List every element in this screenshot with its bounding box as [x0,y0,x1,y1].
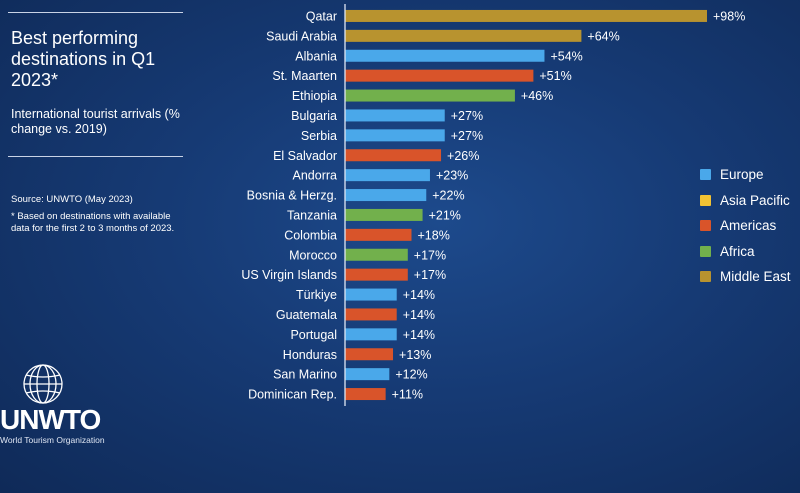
category-label: El Salvador [273,149,337,163]
value-label: +21% [429,208,461,222]
bar [345,109,445,122]
legend-swatch [700,220,711,232]
value-label: +14% [403,328,435,342]
category-label: Morocco [289,248,337,262]
category-label: Saudi Arabia [266,29,337,43]
bar [345,308,397,321]
value-label: +51% [539,69,571,83]
bar [345,208,423,221]
legend-item: Europe [700,162,791,188]
top-divider [8,12,183,13]
legend-label: Middle East [720,269,791,285]
source-note: Source: UNWTO (May 2023) [11,194,133,205]
logo-text: UNWTO [0,404,101,435]
value-label: +64% [587,29,619,43]
value-label: +13% [399,348,431,362]
bar [345,268,408,281]
legend-label: Africa [720,243,755,259]
bar [345,248,408,261]
value-label: +22% [432,189,464,203]
bar [345,129,445,142]
chart-legend: Europe Asia Pacific Americas Africa Middle E… [700,162,791,290]
category-label: Dominican Rep. [248,388,337,402]
category-label: Colombia [284,228,337,242]
category-label: Tanzania [287,208,337,222]
category-label: Honduras [283,348,337,362]
legend-item: Middle East [700,264,791,290]
value-label: +23% [436,169,468,183]
category-label: Türkiye [296,288,337,302]
value-label: +11% [392,388,423,402]
legend-label: Americas [720,218,777,234]
category-label: Qatar [306,9,337,23]
category-label: St. Maarten [272,69,337,83]
category-label: Bosnia & Herzg. [247,189,337,203]
value-label: +98% [713,9,745,23]
bar [345,388,386,401]
legend-item: Africa [700,239,791,265]
category-label: Ethiopia [292,89,337,103]
legend-swatch [700,245,711,257]
bar [345,9,707,22]
value-label: +14% [403,288,435,302]
value-label: +27% [451,129,483,143]
footnote: * Based on destinations with available d… [11,211,175,234]
bar [345,29,582,42]
category-label: San Marino [273,368,337,382]
value-label: +17% [414,268,446,282]
value-label: +46% [521,89,553,103]
category-label: Guatemala [276,308,337,322]
unwto-logo: UNWTO World Tourism Organization [0,362,120,452]
value-label: +18% [417,228,449,242]
bar [345,49,545,62]
category-label: Andorra [293,169,338,183]
legend-item: Asia Pacific [700,188,791,214]
value-label: +26% [447,149,479,163]
value-label: +14% [403,308,435,322]
bar [345,189,427,202]
value-label: +27% [451,109,483,123]
logo-subtext: World Tourism Organization [0,435,105,445]
category-label: Portugal [290,328,337,342]
value-label: +54% [550,49,582,63]
bar [345,328,397,341]
legend-swatch [700,169,711,181]
value-label: +17% [414,248,446,262]
legend-swatch [700,271,711,283]
value-label: +12% [395,368,427,382]
bar [345,348,394,361]
legend-item: Americas [700,213,791,239]
bar [345,228,412,241]
legend-swatch [700,194,711,206]
bar [345,288,397,301]
category-label: Bulgaria [291,109,337,123]
page-title: Best performing destinations in Q1 2023* [11,28,156,90]
globe-icon [23,364,63,404]
bar [345,149,442,162]
bar [345,69,534,82]
legend-label: Asia Pacific [720,192,790,208]
category-label: Albania [295,49,337,63]
bar [345,89,515,102]
bar [345,368,390,381]
bar [345,169,430,182]
category-label: US Virgin Islands [241,268,337,282]
category-label: Serbia [301,129,337,143]
legend-label: Europe [720,167,764,183]
chart-subtitle: International tourist arrivals (% change… [11,107,180,136]
middle-divider [8,156,183,157]
